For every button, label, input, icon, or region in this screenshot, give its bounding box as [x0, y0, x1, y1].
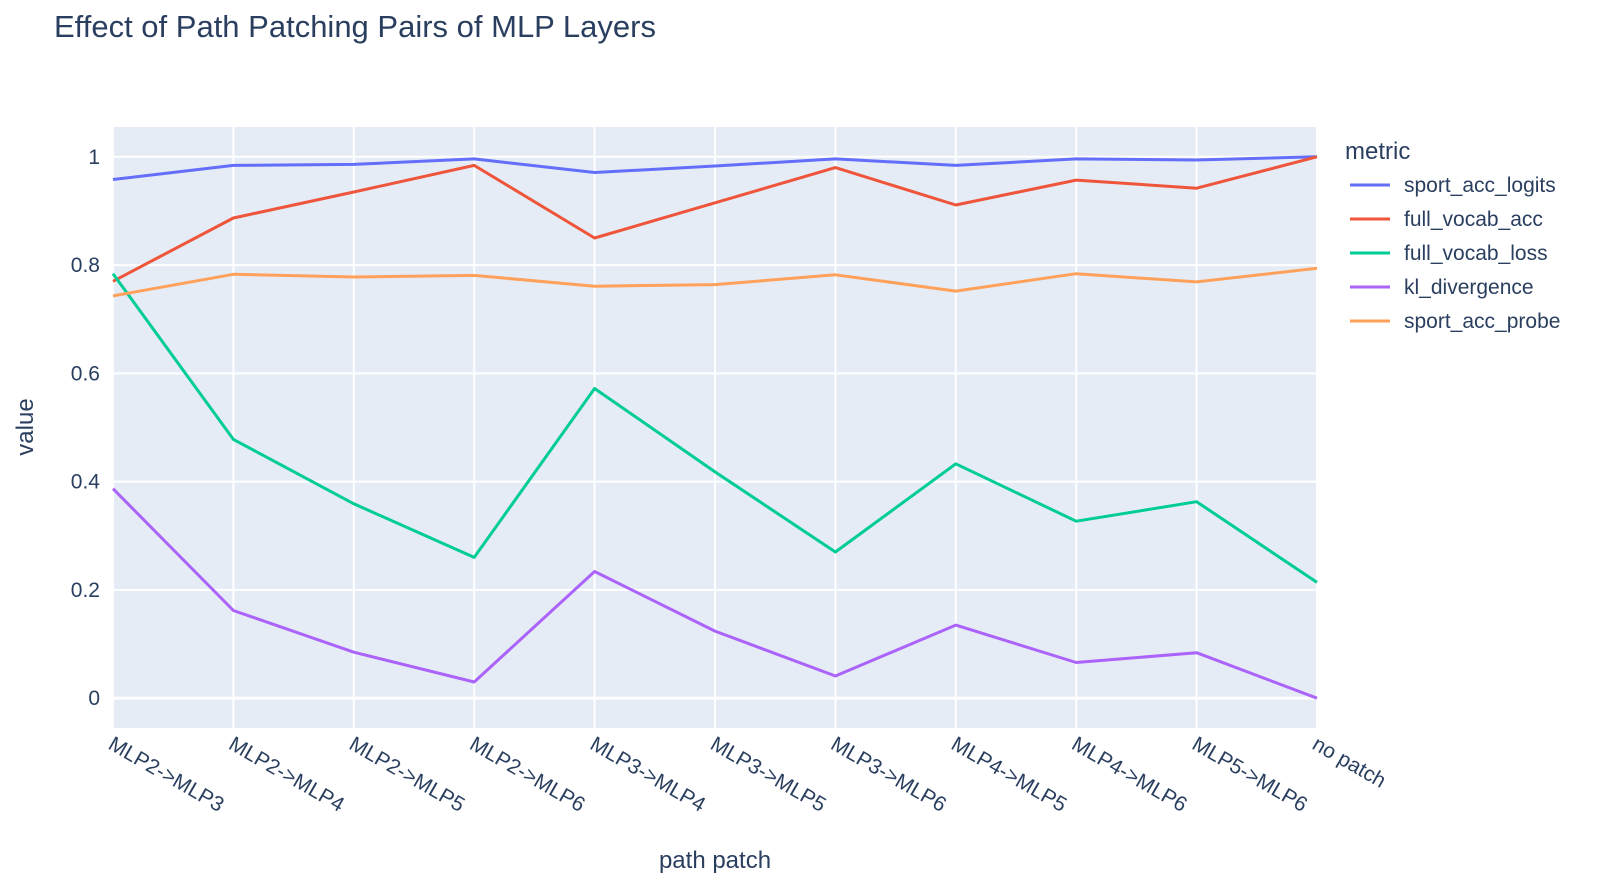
- gridlines: [112, 127, 1318, 728]
- legend-item-kl-divergence[interactable]: kl_divergence: [1350, 276, 1534, 299]
- series-line-sport-acc-logits: [112, 155, 1318, 181]
- x-tick-label: MLP2->MLP3: [105, 732, 228, 816]
- series-line-full-vocab-acc: [112, 155, 1318, 283]
- y-tick-label: 1: [88, 146, 100, 169]
- x-tick-label: MLP2->MLP5: [345, 732, 468, 816]
- x-tick-label: no patch: [1309, 732, 1390, 792]
- y-tick-label: 0.4: [71, 471, 101, 494]
- x-tick-label: MLP4->MLP5: [947, 732, 1070, 816]
- legend-label: full_vocab_loss: [1404, 242, 1548, 265]
- y-tick-label: 0: [88, 687, 100, 710]
- legend-label: sport_acc_logits: [1404, 174, 1556, 197]
- series-line-full-vocab-loss: [111, 272, 1318, 584]
- legend-item-full-vocab-loss[interactable]: full_vocab_loss: [1350, 242, 1548, 265]
- chart-title: Effect of Path Patching Pairs of MLP Lay…: [54, 9, 656, 44]
- y-axis-ticks: 0 0.2 0.4 0.6 0.8 1: [71, 146, 101, 710]
- x-tick-label: MLP3->MLP6: [827, 732, 950, 816]
- legend: metric sport_acc_logits full_vocab_accful…: [1345, 138, 1560, 333]
- x-tick-label: MLP5->MLP6: [1188, 732, 1311, 816]
- x-tick-label: MLP2->MLP6: [466, 732, 589, 816]
- x-tick-label: MLP3->MLP5: [707, 732, 830, 816]
- legend-label: kl_divergence: [1404, 276, 1534, 299]
- x-axis-ticks: MLP2->MLP3MLP2->MLP4MLP2->MLP5MLP2->MLP6…: [105, 732, 1390, 817]
- x-tick-label: MLP4->MLP6: [1068, 732, 1191, 816]
- x-tick-label: MLP2->MLP4: [225, 732, 348, 817]
- x-axis-label: path patch: [659, 847, 771, 874]
- legend-label: full_vocab_acc: [1404, 208, 1543, 231]
- legend-item-sport-acc-logits[interactable]: sport_acc_logits: [1350, 174, 1556, 197]
- x-tick-label: MLP3->MLP4: [586, 732, 709, 817]
- y-tick-label: 0.2: [71, 579, 100, 602]
- y-tick-label: 0.8: [71, 254, 100, 277]
- legend-title: metric: [1345, 138, 1410, 165]
- y-tick-label: 0.6: [71, 362, 100, 385]
- series-line-kl-divergence: [111, 487, 1318, 700]
- y-axis-label: value: [12, 398, 39, 455]
- series-lines: [111, 155, 1318, 700]
- legend-item-full-vocab-acc[interactable]: full_vocab_acc: [1350, 208, 1543, 231]
- series-line-sport-acc-probe: [112, 266, 1318, 298]
- legend-item-sport-acc-probe[interactable]: sport_acc_probe: [1350, 310, 1560, 333]
- legend-label: sport_acc_probe: [1404, 310, 1560, 333]
